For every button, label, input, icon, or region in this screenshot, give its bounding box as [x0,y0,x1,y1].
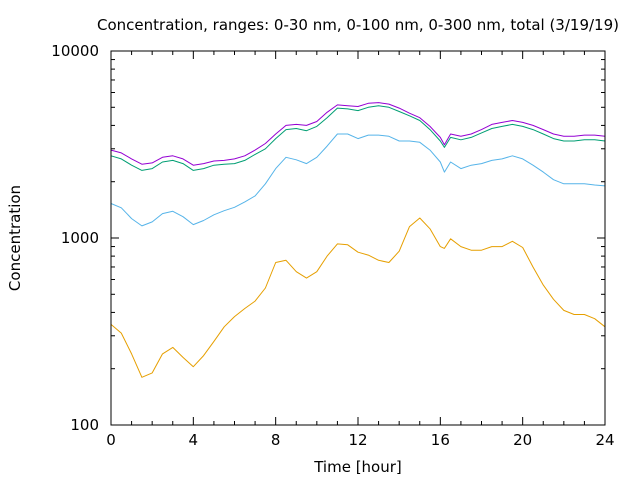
series-line-1 [110,217,606,378]
chart-title: Concentration, ranges: 0-30 nm, 0-100 nm… [97,16,619,34]
y-axis-label: Concentration [6,185,24,291]
y-tick-label: 10000 [51,42,99,60]
x-tick-label: 16 [431,431,450,449]
series-line-3 [110,105,606,171]
series-line-4 [110,102,606,166]
x-tick-label: 12 [348,431,367,449]
x-tick-label: 8 [271,431,281,449]
x-tick-label: 20 [513,431,532,449]
x-axis-label: Time [hour] [313,458,402,476]
x-tick-label: 0 [106,431,116,449]
x-tick-label: 4 [189,431,199,449]
series-line-2 [110,133,606,227]
y-tick-label: 1000 [61,229,99,247]
x-tick-label: 24 [595,431,614,449]
plot-area: 0 4 8 12 16 20 24 100 1000 10000 [51,42,614,449]
y-tick-label: 100 [70,416,99,434]
plot-frame [110,50,606,426]
